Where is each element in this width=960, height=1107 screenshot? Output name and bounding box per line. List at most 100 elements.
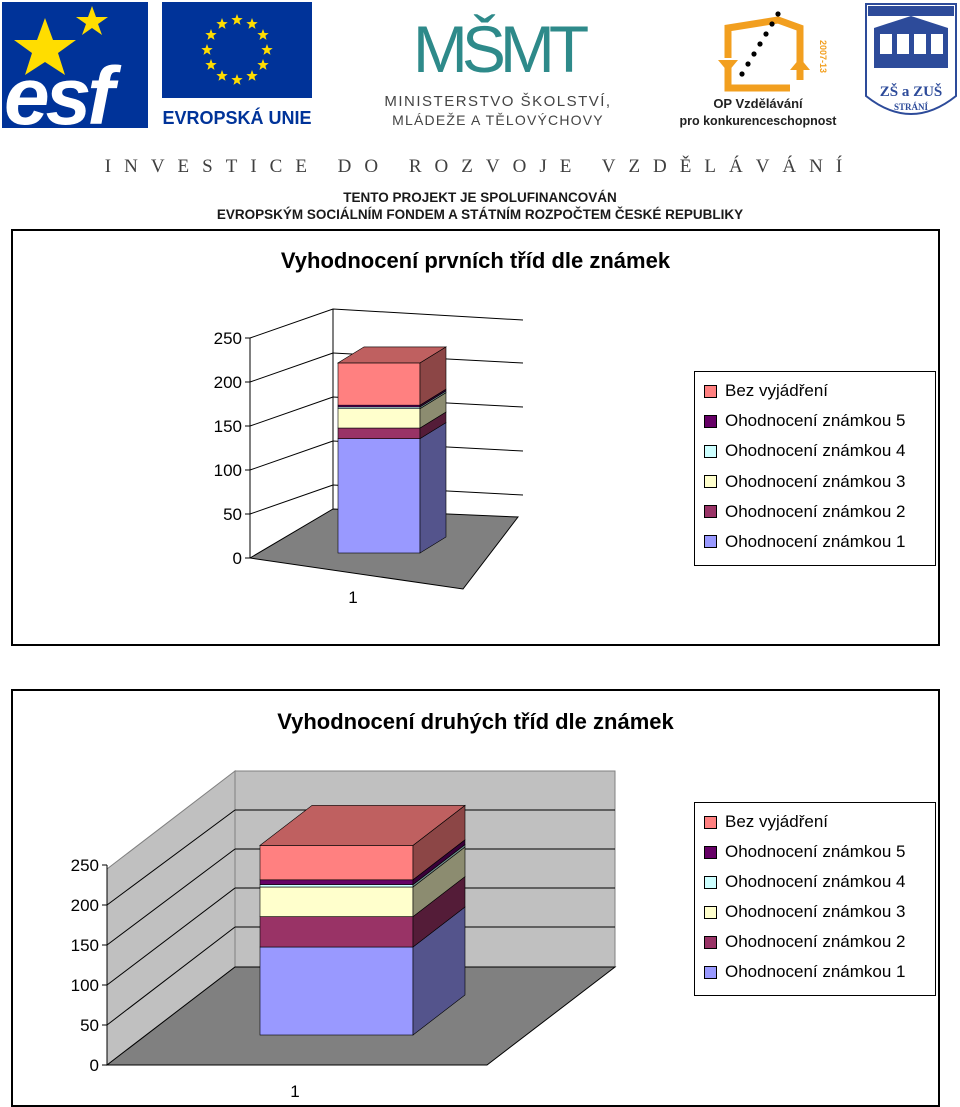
bar-segment-top [336, 346, 448, 364]
chart-first-classes: Vyhodnocení prvních tříd dle známek 0 50 1… [11, 229, 940, 646]
y-tick-label: 0 [233, 549, 242, 568]
eu-label: EVROPSKÁ UNIE [162, 107, 311, 128]
bar-segment-front [337, 408, 421, 429]
chart-second-classes: Vyhodnocení druhých tříd dle známek 0 50 1… [11, 689, 940, 1107]
msmt-logo: MŠMT MINISTERSTVO ŠKOLSTVÍ, MLÁDEŽE A TĚ… [384, 12, 610, 128]
school-line-1: ZŠ a ZUŠ [880, 83, 943, 100]
legend-item: Ohodnocení známkou 3 [695, 900, 906, 924]
y-tick-label: 0 [90, 1056, 99, 1075]
bar-segment-front [259, 916, 414, 948]
bar-segment-front [259, 886, 414, 917]
eu-star [231, 14, 243, 25]
legend-swatch [704, 965, 717, 979]
chart-legend: Bez vyjádření Ohodnocení známkou 5 Ohodnoc… [694, 371, 936, 566]
legend-label: Ohodnocení známkou 5 [725, 842, 906, 861]
bar-segment-front [259, 879, 414, 885]
op-badge: 2007-13 [818, 40, 828, 73]
legend-item: Ohodnocení známkou 4 [695, 870, 906, 894]
x-category-label: 1 [348, 588, 357, 607]
legend-swatch [704, 845, 717, 859]
legend-label: Ohodnocení známkou 3 [725, 471, 906, 491]
y-tick-label: 50 [223, 505, 242, 524]
op-logo: 2007-13 OP Vzdělávání pro konkurencescho… [680, 11, 838, 128]
school-logo: ZŠ a ZUŠ STRÁNÍ [865, 3, 957, 115]
legend-swatch [704, 505, 717, 519]
legend-item: Ohodnocení známkou 5 [695, 840, 906, 864]
bar-segment [259, 804, 466, 881]
y-tick-label: 200 [71, 896, 99, 915]
legend-item: Ohodnocení známkou 5 [695, 409, 906, 433]
eu-star [205, 59, 217, 70]
y-tick-label: 250 [71, 856, 99, 875]
esf-logo-text: esf [4, 51, 122, 140]
grid-line [106, 887, 236, 986]
legend-item: Bez vyjádření [695, 810, 828, 834]
legend-swatch [704, 475, 717, 489]
legend-item: Ohodnocení známkou 2 [695, 500, 906, 524]
legend-swatch [704, 935, 717, 949]
y-tick-label: 150 [214, 417, 242, 436]
legend-item: Ohodnocení známkou 2 [695, 930, 906, 954]
y-tick-label: 200 [214, 373, 242, 392]
y-tick-label: 100 [71, 976, 99, 995]
op-line-1: OP Vzdělávání [713, 96, 803, 111]
legend-label: Ohodnocení známkou 4 [725, 441, 906, 461]
legend-item: Ohodnocení známkou 3 [695, 470, 906, 494]
school-line-2: STRÁNÍ [894, 102, 929, 112]
bar-segment-front [337, 438, 421, 554]
legend-label: Ohodnocení známkou 1 [725, 962, 906, 981]
esf-star-small [76, 6, 108, 35]
grid-line [249, 440, 334, 471]
chart-plot-area: 0 50 100 150 200 250 1 [71, 769, 617, 1101]
eu-star [205, 29, 217, 40]
grid-line [106, 809, 236, 906]
bar-segment-front [337, 427, 421, 439]
bar-segment [259, 875, 466, 948]
bar-segment-front [259, 884, 414, 888]
legend-swatch [704, 414, 717, 428]
legend-label: Ohodnocení známkou 2 [725, 932, 906, 951]
chart-legend: Bez vyjádření Ohodnocení známkou 5 Ohodnoc… [694, 802, 936, 996]
legend-item: Ohodnocení známkou 1 [695, 960, 906, 984]
x-category-label: 1 [290, 1082, 299, 1101]
eu-star [201, 44, 213, 55]
legend-item: Ohodnocení známkou 1 [695, 530, 906, 554]
legend-label: Ohodnocení známkou 3 [725, 902, 906, 921]
bar-segment [336, 346, 448, 406]
bar-segment-front [259, 946, 414, 1036]
legend-swatch [704, 875, 717, 889]
bar-segment-front [259, 845, 414, 881]
eu-star [246, 70, 258, 81]
legend-swatch [704, 384, 717, 398]
grid-line [249, 396, 334, 427]
legend-label: Ohodnocení známkou 1 [725, 531, 906, 551]
legend-label: Ohodnocení známkou 4 [725, 872, 906, 891]
eu-star [231, 74, 243, 85]
chart-title: Vyhodnocení prvních tříd dle známek [280, 248, 671, 273]
bar-segment-top [259, 805, 466, 846]
legend-label: Ohodnocení známkou 2 [725, 501, 906, 521]
legend-item: Ohodnocení známkou 4 [695, 439, 906, 463]
grid-line [106, 848, 236, 946]
legend-swatch [704, 905, 717, 919]
y-tick-label: 250 [214, 329, 242, 348]
legend-swatch [704, 444, 717, 458]
bar-segment [259, 846, 466, 918]
eu-logo: EVROPSKÁ UNIE [162, 2, 312, 128]
y-tick-label: 100 [214, 461, 242, 480]
chart-plot-area: 0 50 100 150 200 250 1 [214, 308, 524, 607]
chart-title: Vyhodnocení druhých tříd dle známek [277, 709, 674, 734]
grid-line [249, 352, 334, 383]
bar-segment [337, 422, 447, 554]
eu-star [257, 59, 269, 70]
investment-slogan: INVESTICE DO ROZVOJE VZDĚLÁVÁNÍ [104, 156, 856, 177]
op-line-2: pro konkurenceschopnost [680, 114, 838, 128]
bar-segment-side [419, 422, 447, 554]
eu-star [257, 29, 269, 40]
legend-label: Bez vyjádření [725, 381, 828, 401]
esf-logo: esf [2, 2, 148, 140]
grid-line [249, 484, 334, 515]
eu-star [261, 44, 273, 55]
grid-line [106, 926, 236, 1026]
eu-star [216, 18, 228, 29]
